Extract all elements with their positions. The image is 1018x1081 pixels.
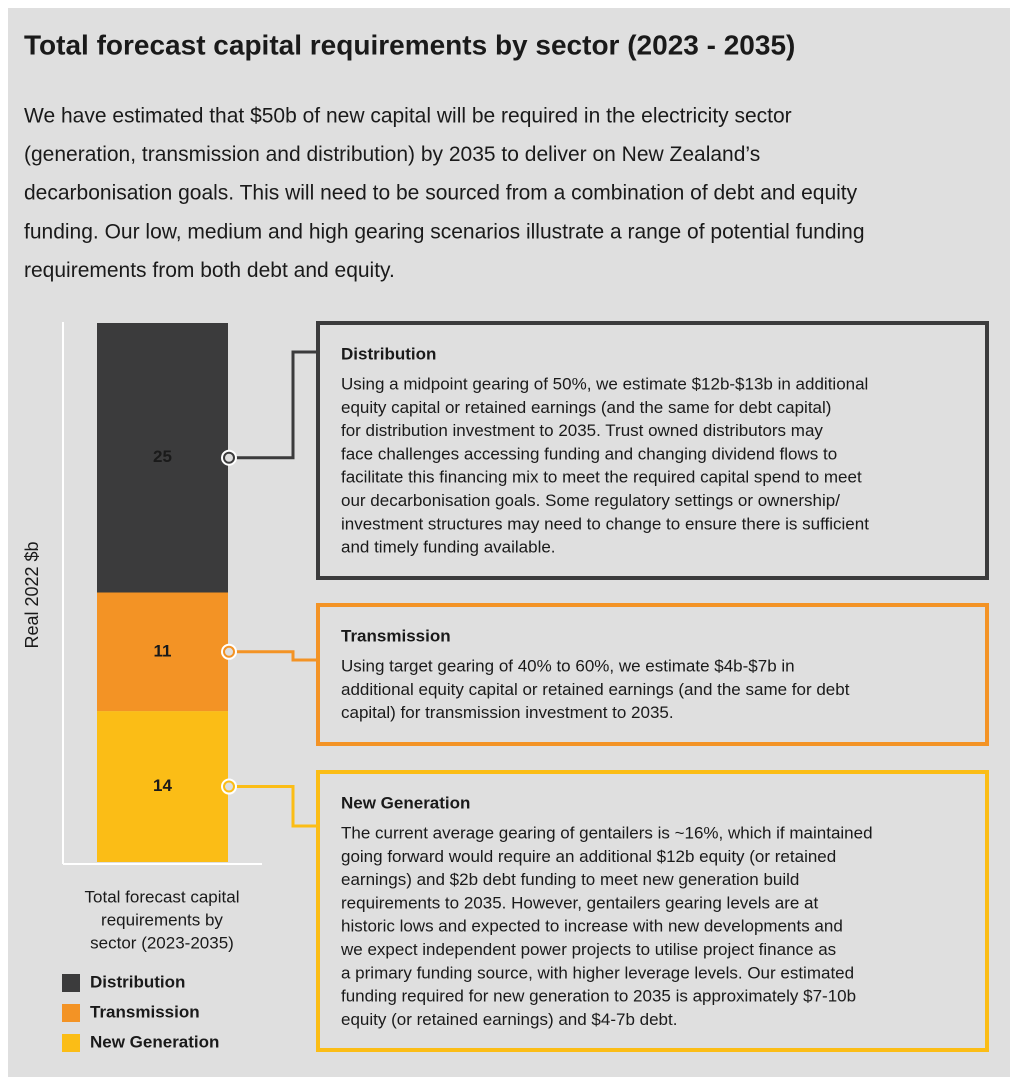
x-axis-label: sector (2023-2035) xyxy=(90,933,234,952)
callout-box xyxy=(316,603,989,746)
x-axis-label: requirements by xyxy=(101,910,223,929)
intro-line: requirements from both debt and equity. xyxy=(24,259,395,282)
callout-title: Transmission xyxy=(341,626,451,645)
callout-text: our decarbonisation goals. Some regulato… xyxy=(341,491,840,510)
bar-segment xyxy=(97,711,228,862)
callout-text: investment structures may need to change… xyxy=(341,514,869,533)
callout-text: Using target gearing of 40% to 60%, we e… xyxy=(341,656,795,675)
intro-line: funding. Our low, medium and high gearin… xyxy=(24,220,865,243)
callout-text: we expect independent power projects to … xyxy=(340,940,836,959)
legend-swatch xyxy=(62,1004,80,1022)
callout-text: for distribution investment to 2035. Tru… xyxy=(341,421,823,440)
callout-text: earnings) and $2b debt funding to meet n… xyxy=(341,870,799,889)
callout-text: historic lows and expected to increase w… xyxy=(341,917,843,936)
callout-text: facilitate this financing mix to meet th… xyxy=(341,468,862,487)
title: Total forecast capital requirements by s… xyxy=(24,29,795,60)
callout-text: requirements to 2035. However, gentailer… xyxy=(341,893,818,912)
connector xyxy=(228,650,317,662)
callout-box xyxy=(316,321,989,580)
intro-line: We have estimated that $50b of new capit… xyxy=(24,105,792,128)
callout-text: additional equity capital or retained ea… xyxy=(341,680,850,699)
connector xyxy=(228,785,317,828)
data-label: 14 xyxy=(153,776,172,795)
callout-text: The current average gearing of gentailer… xyxy=(341,823,873,842)
callout-text: going forward would require an additiona… xyxy=(341,847,836,866)
callout-text: equity (or retained earnings) and $4-7b … xyxy=(341,1010,677,1029)
connector-dot-inner xyxy=(223,780,235,793)
legend-label: Transmission xyxy=(90,1002,200,1021)
data-label: 11 xyxy=(154,641,172,660)
legend-swatch xyxy=(62,1034,80,1052)
callout-text: funding required for new generation to 2… xyxy=(341,987,856,1006)
legend-label: Distribution xyxy=(90,972,185,991)
connector-dot-inner xyxy=(223,451,235,464)
callout-title: Distribution xyxy=(341,344,436,363)
callout-text: a primary funding source, with higher le… xyxy=(341,963,854,982)
connector-dot-inner xyxy=(223,645,235,658)
callout-title: New Generation xyxy=(341,793,470,812)
bar-segment xyxy=(97,592,228,712)
intro-line: decarbonisation goals. This will need to… xyxy=(24,182,858,205)
callout-text: Using a midpoint gearing of 50%, we esti… xyxy=(341,374,868,393)
callout-text: face challenges accessing funding and ch… xyxy=(341,444,837,463)
connector xyxy=(228,350,317,460)
legend-label: New Generation xyxy=(90,1032,219,1051)
bar-segment xyxy=(97,323,228,593)
callout-box xyxy=(316,770,989,1052)
y-axis-label: Real 2022 $b xyxy=(22,541,42,648)
data-label: 25 xyxy=(153,447,172,466)
intro-line: (generation, transmission and distributi… xyxy=(24,143,760,166)
callout-text: and timely funding available. xyxy=(341,538,556,557)
x-axis-label: Total forecast capital xyxy=(85,887,240,906)
callout-text: capital) for transmission investment to … xyxy=(341,703,674,722)
callout-text: equity capital or retained earnings (and… xyxy=(341,398,831,417)
legend-swatch xyxy=(62,974,80,992)
